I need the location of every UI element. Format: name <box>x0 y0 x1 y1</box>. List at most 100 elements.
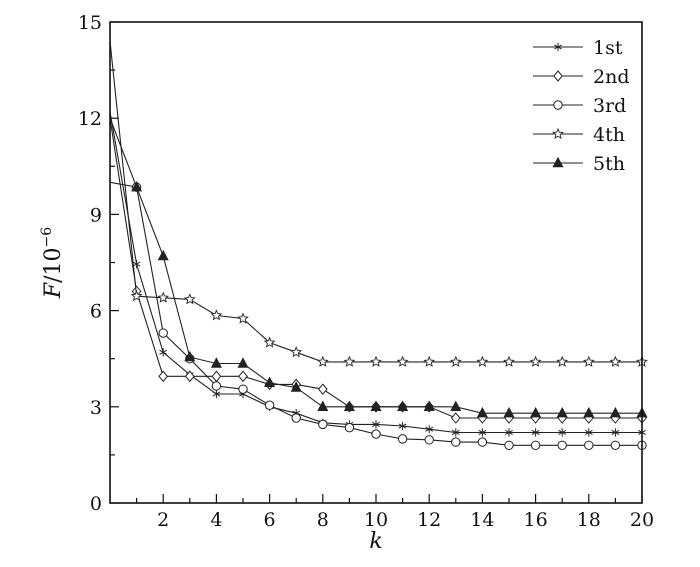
x-tick-label: 18 <box>577 509 601 531</box>
data-point <box>211 370 222 383</box>
legend-label: 2nd <box>593 66 630 88</box>
data-point <box>184 350 196 362</box>
y-tick-label: 0 <box>90 493 102 515</box>
data-point <box>344 422 355 433</box>
data-point <box>557 440 567 450</box>
y-axis-label: F/10−6 <box>39 227 66 299</box>
legend-marker <box>554 42 562 52</box>
data-point <box>343 355 356 367</box>
data-point <box>558 428 567 437</box>
data-point <box>451 437 461 447</box>
data-point <box>423 400 435 411</box>
data-point <box>371 429 381 439</box>
data-point <box>210 357 222 368</box>
y-axis-label-variable: F <box>41 282 66 299</box>
x-tick-label: 4 <box>210 509 222 531</box>
data-point <box>450 400 462 411</box>
legend-item: 4th <box>533 124 625 146</box>
data-point <box>584 428 593 437</box>
data-point <box>610 440 621 450</box>
data-point <box>318 419 328 430</box>
data-point <box>611 428 620 437</box>
x-tick-label: 6 <box>264 509 276 531</box>
data-point <box>158 370 169 383</box>
data-point <box>397 400 409 411</box>
data-point <box>316 355 329 367</box>
legend-item: 1st <box>533 37 623 59</box>
data-point <box>263 336 276 348</box>
data-point <box>478 428 487 437</box>
data-point <box>130 289 143 302</box>
data-point <box>157 249 169 261</box>
data-point <box>503 355 515 367</box>
data-point <box>343 400 355 411</box>
data-point <box>159 348 168 357</box>
legend: 1st 2nd 3rd 4th 5th <box>533 37 630 175</box>
x-tick-label: 2 <box>157 509 169 531</box>
legend-item: 2nd <box>533 66 630 88</box>
series-1st <box>109 111 646 437</box>
data-point <box>530 406 542 418</box>
data-point <box>583 406 595 418</box>
x-tick-label: 14 <box>470 509 494 531</box>
data-point <box>582 355 595 367</box>
data-point <box>183 293 196 305</box>
legend-marker <box>552 127 564 139</box>
data-point <box>370 355 382 367</box>
x-tick-label: 12 <box>417 509 441 531</box>
axis-ticks: 2 4 6 8 10 12 14 16 18 20 0 3 6 9 12 15 <box>78 12 654 531</box>
data-point <box>157 291 170 303</box>
data-point <box>237 357 249 368</box>
data-point <box>398 421 407 431</box>
series-3rd <box>109 181 647 450</box>
data-point <box>451 428 460 437</box>
x-tick-label: 16 <box>524 509 548 531</box>
data-point <box>476 355 489 367</box>
data-point <box>212 389 221 399</box>
data-point <box>503 406 515 418</box>
data-point <box>424 435 434 445</box>
series-layer <box>109 41 648 450</box>
data-point <box>556 406 568 418</box>
legend-label: 1st <box>593 37 623 59</box>
y-tick-label: 12 <box>78 108 102 130</box>
y-axis-label-unit: /10 <box>41 247 66 282</box>
y-tick-label: 9 <box>90 204 102 226</box>
data-point <box>609 406 621 418</box>
data-point <box>531 428 540 437</box>
data-point <box>290 381 302 392</box>
series-2nd <box>109 118 647 424</box>
data-point <box>131 180 143 192</box>
data-point <box>476 406 488 418</box>
legend-marker <box>552 156 564 168</box>
x-tick-label: 10 <box>364 509 388 531</box>
series-line <box>109 41 642 363</box>
x-tick-label: 8 <box>317 509 329 531</box>
data-point <box>529 355 542 367</box>
data-point <box>530 440 541 450</box>
data-point <box>291 413 301 423</box>
data-point <box>397 434 408 444</box>
series-line <box>109 111 642 434</box>
x-tick-label: 20 <box>630 509 654 531</box>
data-point <box>372 420 380 429</box>
data-point <box>237 312 249 324</box>
legend-label: 5th <box>593 153 625 175</box>
legend-item: 5th <box>533 153 625 175</box>
legend-marker <box>553 100 563 110</box>
data-point <box>158 328 168 338</box>
data-point <box>210 309 223 321</box>
data-point <box>317 383 328 395</box>
legend-marker <box>553 70 563 82</box>
data-point <box>211 381 222 391</box>
y-tick-label: 15 <box>78 12 102 34</box>
data-point <box>504 440 514 450</box>
data-point <box>132 259 141 269</box>
data-point <box>264 376 276 387</box>
data-point <box>396 355 409 367</box>
legend-label: 3rd <box>593 95 626 117</box>
data-point <box>609 355 622 367</box>
data-point <box>423 355 436 367</box>
data-point <box>238 384 248 394</box>
